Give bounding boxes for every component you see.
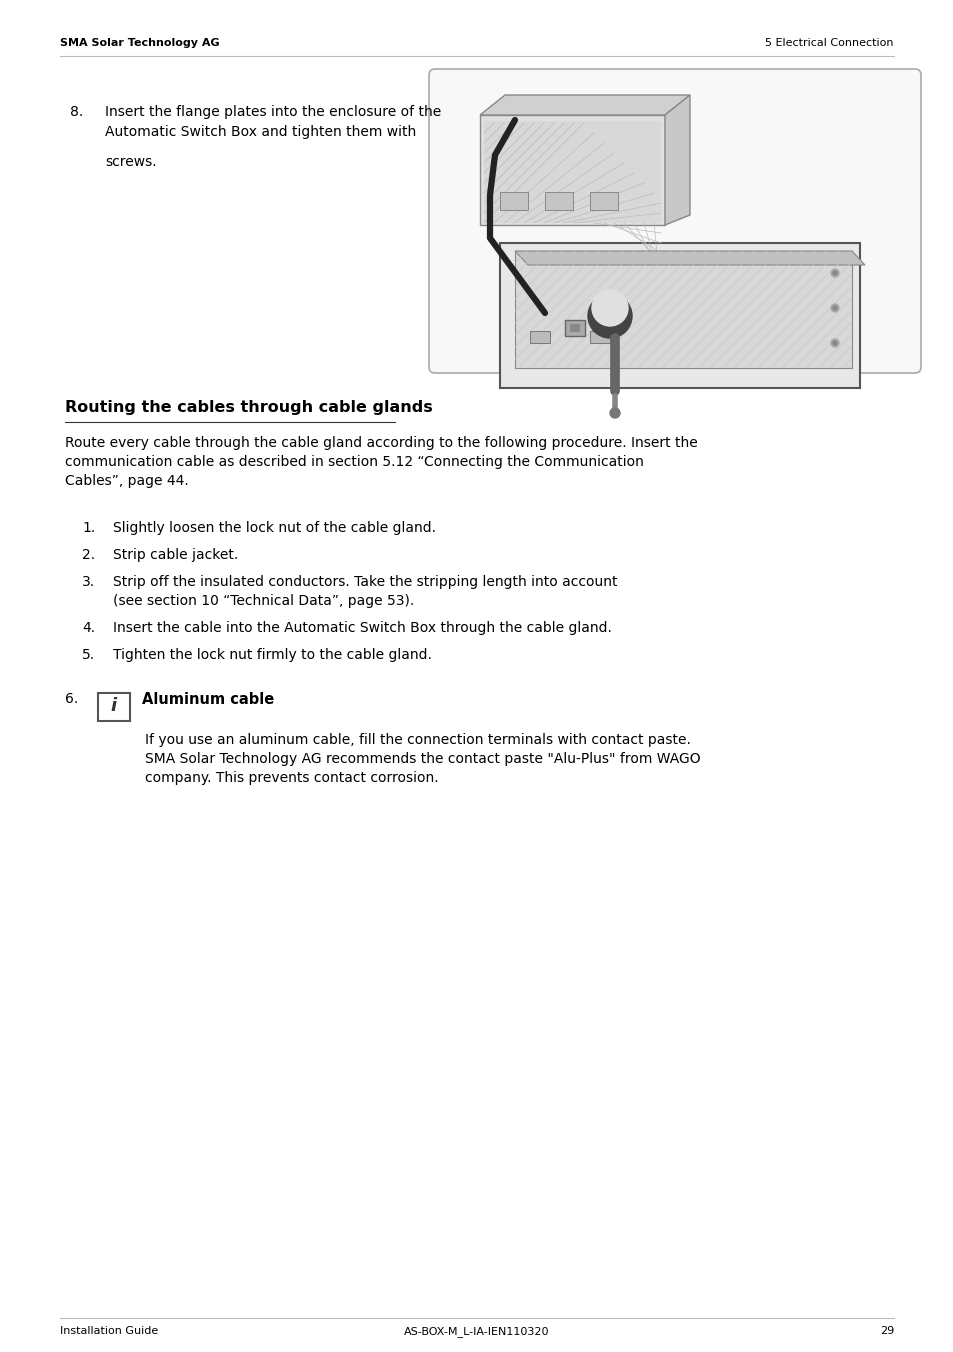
Bar	[569, 324, 579, 333]
Text: Strip off the insulated conductors. Take the stripping length into account: Strip off the insulated conductors. Take…	[112, 575, 617, 589]
Text: AS-BOX-M_L-IA-IEN110320: AS-BOX-M_L-IA-IEN110320	[404, 1326, 549, 1337]
Text: Cables”, page 44.: Cables”, page 44.	[65, 475, 189, 488]
Polygon shape	[515, 251, 864, 265]
Text: 4.: 4.	[82, 621, 95, 635]
Circle shape	[832, 270, 836, 274]
Polygon shape	[664, 95, 689, 224]
Circle shape	[830, 269, 838, 277]
Text: screws.: screws.	[105, 155, 156, 169]
Text: Tighten the lock nut firmly to the cable gland.: Tighten the lock nut firmly to the cable…	[112, 648, 432, 662]
Text: company. This prevents contact corrosion.: company. This prevents contact corrosion…	[145, 771, 438, 786]
Text: Installation Guide: Installation Guide	[60, 1326, 158, 1336]
Bar	[530, 331, 550, 343]
Bar	[98, 694, 130, 721]
Text: Strip cable jacket.: Strip cable jacket.	[112, 548, 238, 562]
Text: 8.: 8.	[70, 105, 83, 119]
Circle shape	[609, 408, 619, 418]
Text: Insert the cable into the Automatic Switch Box through the cable gland.: Insert the cable into the Automatic Swit…	[112, 621, 611, 635]
Circle shape	[832, 306, 836, 310]
Bar	[589, 331, 609, 343]
Bar	[544, 192, 573, 210]
Bar	[499, 192, 527, 210]
Text: If you use an aluminum cable, fill the connection terminals with contact paste.: If you use an aluminum cable, fill the c…	[145, 733, 690, 748]
FancyBboxPatch shape	[429, 69, 920, 373]
Text: Automatic Switch Box and tighten them with: Automatic Switch Box and tighten them wi…	[105, 124, 416, 139]
Text: i: i	[111, 698, 117, 715]
Bar	[589, 192, 618, 210]
Text: 1.: 1.	[82, 521, 95, 535]
Text: 6.: 6.	[65, 692, 78, 706]
Polygon shape	[515, 251, 851, 368]
Polygon shape	[479, 95, 689, 115]
Bar	[483, 120, 660, 223]
Text: 3.: 3.	[82, 575, 95, 589]
Text: Insert the flange plates into the enclosure of the: Insert the flange plates into the enclos…	[105, 105, 441, 119]
Text: Slightly loosen the lock nut of the cable gland.: Slightly loosen the lock nut of the cabl…	[112, 521, 436, 535]
Text: 29: 29	[879, 1326, 893, 1336]
Text: 2.: 2.	[82, 548, 95, 562]
Text: (see section 10 “Technical Data”, page 53).: (see section 10 “Technical Data”, page 5…	[112, 594, 414, 608]
Polygon shape	[479, 115, 664, 224]
Text: 5 Electrical Connection: 5 Electrical Connection	[764, 38, 893, 49]
Circle shape	[832, 341, 836, 345]
Text: Route every cable through the cable gland according to the following procedure. : Route every cable through the cable glan…	[65, 435, 697, 450]
Circle shape	[830, 304, 838, 312]
Bar	[564, 320, 584, 337]
Circle shape	[587, 293, 631, 338]
Text: Routing the cables through cable glands: Routing the cables through cable glands	[65, 400, 433, 415]
Text: SMA Solar Technology AG recommends the contact paste "Alu-Plus" from WAGO: SMA Solar Technology AG recommends the c…	[145, 752, 700, 767]
Text: 5.: 5.	[82, 648, 95, 662]
Circle shape	[830, 339, 838, 347]
Text: communication cable as described in section 5.12 “Connecting the Communication: communication cable as described in sect…	[65, 456, 643, 469]
Circle shape	[592, 289, 627, 326]
FancyBboxPatch shape	[499, 243, 859, 388]
Text: SMA Solar Technology AG: SMA Solar Technology AG	[60, 38, 219, 49]
Text: Aluminum cable: Aluminum cable	[142, 692, 274, 707]
